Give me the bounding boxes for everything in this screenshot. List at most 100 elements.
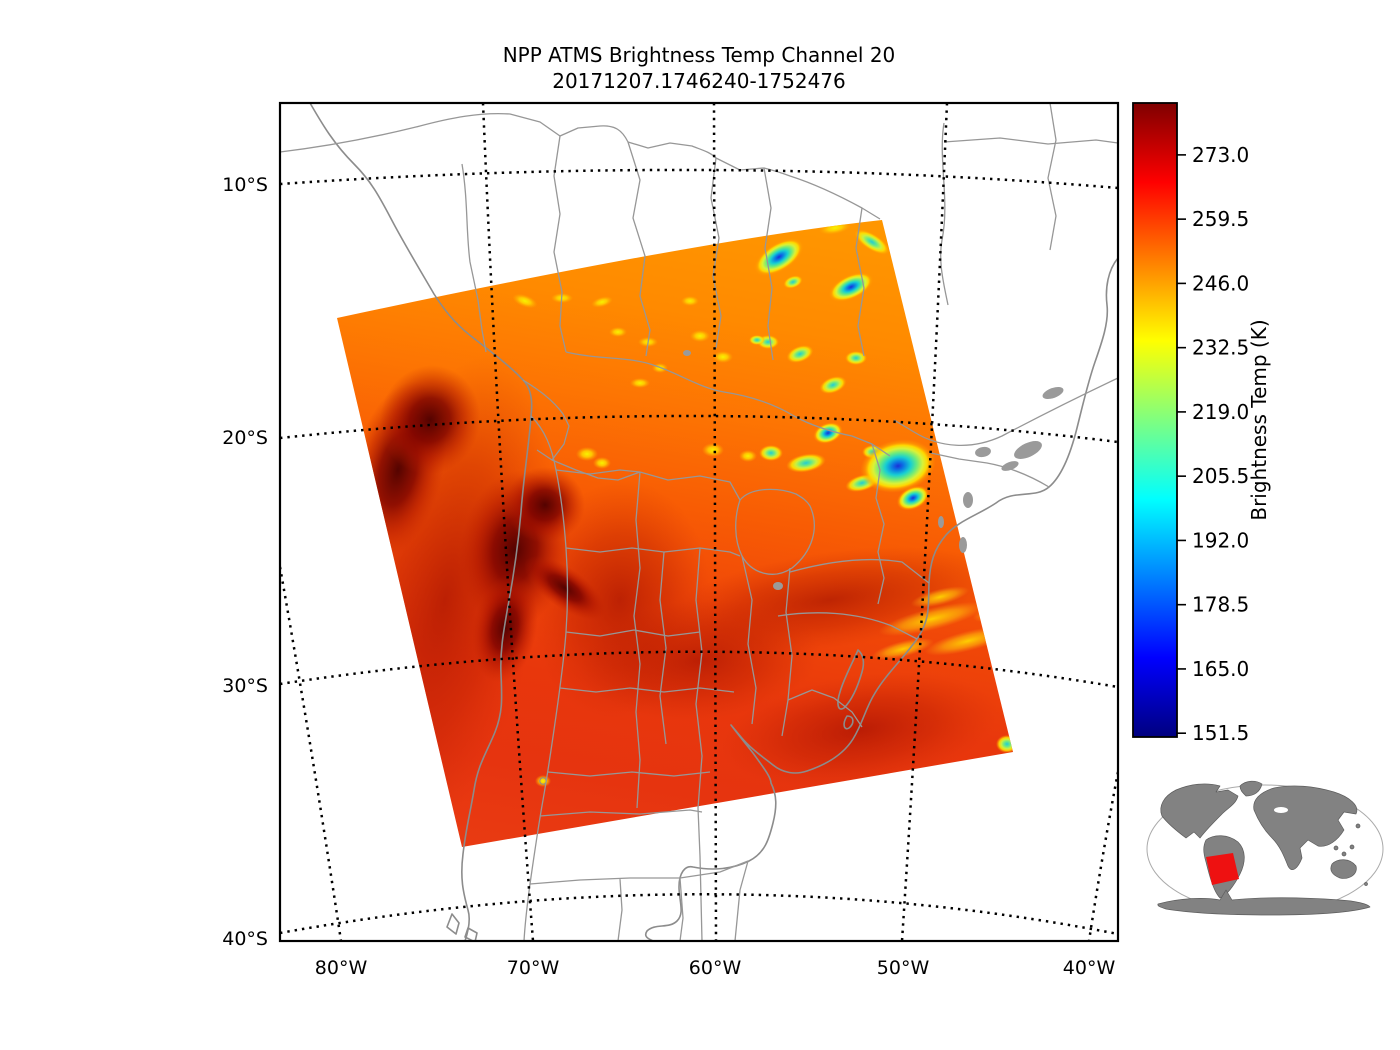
y-tick-label: 40°S bbox=[222, 928, 268, 950]
inset-japan bbox=[1355, 823, 1361, 829]
border-mesopotamia bbox=[741, 555, 793, 737]
colorbar-tick-label: 232.5 bbox=[1192, 336, 1249, 360]
y-tick-label: 30°S bbox=[222, 675, 268, 697]
parallel-40s bbox=[280, 893, 1118, 936]
inset-mediterranean bbox=[1274, 807, 1288, 813]
border-bolivia-brazil bbox=[565, 351, 891, 457]
colorbar-tick-label: 246.0 bbox=[1192, 271, 1249, 295]
border-amazon-1 bbox=[553, 135, 567, 353]
colorbar-bar bbox=[1132, 102, 1178, 738]
inset-island-1 bbox=[1333, 845, 1339, 851]
swath-feature-warm-specks bbox=[739, 450, 757, 462]
inset-antarctica bbox=[1157, 889, 1371, 916]
colorbar-tick-label: 165.0 bbox=[1192, 657, 1249, 681]
meridian-70w bbox=[481, 103, 535, 941]
river-ne-brazil bbox=[940, 122, 949, 306]
lake-5 bbox=[683, 350, 691, 356]
swath-feature-cool bbox=[819, 376, 847, 394]
border-paraguay bbox=[735, 488, 815, 575]
lagoa-dos-patos bbox=[837, 649, 865, 730]
border-peru-brazil-north bbox=[280, 112, 881, 220]
swath-feature-cool bbox=[786, 345, 814, 363]
x-tick-label: 60°W bbox=[689, 957, 742, 979]
inset-north-america bbox=[1160, 783, 1239, 839]
plot-subtitle: 20171207.1746240-1752476 bbox=[552, 69, 846, 93]
lakes-group bbox=[683, 350, 1064, 590]
border-santa-catarina bbox=[777, 612, 918, 640]
swath-feature-cold bbox=[896, 485, 930, 511]
swath-feature-warm-specks bbox=[630, 378, 650, 388]
inset-island-3 bbox=[1349, 844, 1355, 850]
meridian-40w bbox=[1087, 771, 1118, 941]
x-tick-label: 40°W bbox=[1063, 957, 1116, 979]
border-amazon-2 bbox=[627, 141, 651, 357]
meridian-80w bbox=[280, 566, 343, 941]
swath-feature-cool bbox=[845, 351, 867, 365]
lake-6 bbox=[773, 582, 783, 590]
coastal-island-2 bbox=[959, 537, 967, 553]
y-tick-label: 10°S bbox=[222, 174, 268, 196]
swath-feature-warm-specks bbox=[591, 296, 613, 308]
x-tick-label: 50°W bbox=[877, 957, 930, 979]
inset-new-zealand bbox=[1364, 882, 1368, 886]
colorbar-tick-label: 192.0 bbox=[1192, 528, 1249, 552]
colorbar-tick-label: 273.0 bbox=[1192, 143, 1249, 167]
lake-3 bbox=[975, 446, 991, 458]
longitude-labels: 80°W 70°W 60°W 50°W 40°W bbox=[315, 957, 1116, 979]
swath-feature-coast-streaks bbox=[910, 586, 970, 608]
swath-feature-maroon bbox=[505, 467, 585, 543]
colorbar-tick-label: 151.5 bbox=[1192, 721, 1249, 745]
swath-feature-warm-specks bbox=[702, 443, 724, 457]
inset-eurasia-africa bbox=[1253, 785, 1358, 870]
graticule bbox=[280, 103, 1118, 941]
lake-1 bbox=[1042, 386, 1064, 400]
swath-feature-cold bbox=[754, 237, 804, 277]
colorbar-axis-label: Brightness Temp (K) bbox=[1247, 319, 1271, 520]
swath-feature-cool bbox=[786, 453, 826, 473]
inset-island-2 bbox=[1341, 851, 1347, 857]
swath-feature-cool bbox=[996, 735, 1013, 753]
border-amazon-3 bbox=[710, 157, 722, 349]
lake-2 bbox=[1014, 441, 1042, 459]
colorbar: 273.0 259.5 246.0 232.5 219.0 205.5 192.0 178.5… bbox=[1132, 102, 1271, 745]
inset-world-map bbox=[1146, 780, 1384, 916]
colorbar-tick-label: 259.5 bbox=[1192, 207, 1249, 231]
border-brazil-state-1 bbox=[763, 167, 774, 361]
basemap-lines bbox=[280, 103, 1118, 941]
pacific-coastline bbox=[309, 103, 533, 941]
colorbar-ticks: 273.0 259.5 246.0 232.5 219.0 205.5 192.0 178.5… bbox=[1177, 143, 1249, 745]
border-minas-saopaulo bbox=[893, 377, 1118, 446]
border-peru-bolivia bbox=[522, 379, 570, 461]
patagonia-provinces bbox=[529, 809, 749, 941]
swath-feature-warm-specks bbox=[593, 457, 611, 469]
atlantic-coastline bbox=[644, 257, 1118, 941]
swath-feature-dark-red-soft bbox=[721, 672, 999, 788]
coastal-island-1 bbox=[963, 492, 973, 508]
swath-feature-cool bbox=[783, 275, 803, 289]
meridian-50w bbox=[900, 103, 949, 941]
swath-feature-cool bbox=[759, 445, 783, 461]
map-area bbox=[280, 103, 1118, 941]
border-uruguay-north bbox=[787, 689, 863, 728]
swath-feature-cool bbox=[749, 335, 765, 345]
swath-feature-cool bbox=[854, 229, 890, 255]
border-chile-argentina bbox=[523, 415, 569, 941]
inset-swath-footprint bbox=[1206, 853, 1239, 885]
x-tick-label: 70°W bbox=[507, 957, 560, 979]
inset-australia bbox=[1330, 859, 1357, 879]
colorbar-tick-label: 219.0 bbox=[1192, 400, 1249, 424]
inset-greenland bbox=[1239, 780, 1263, 797]
swath-feature-maroon bbox=[524, 555, 606, 621]
border-brazil-state-3 bbox=[1047, 103, 1057, 251]
argentina-province-cols bbox=[633, 471, 703, 941]
y-tick-label: 20°S bbox=[222, 427, 268, 449]
chiloe-islands bbox=[446, 913, 478, 941]
parallel-30s bbox=[280, 650, 1118, 689]
border-brazil-state-4 bbox=[943, 137, 1118, 145]
border-parana bbox=[789, 558, 930, 584]
colorbar-tick-label: 205.5 bbox=[1192, 464, 1249, 488]
plot-title: NPP ATMS Brightness Temp Channel 20 bbox=[503, 43, 896, 67]
swath-feature-warm-specks bbox=[713, 351, 733, 363]
